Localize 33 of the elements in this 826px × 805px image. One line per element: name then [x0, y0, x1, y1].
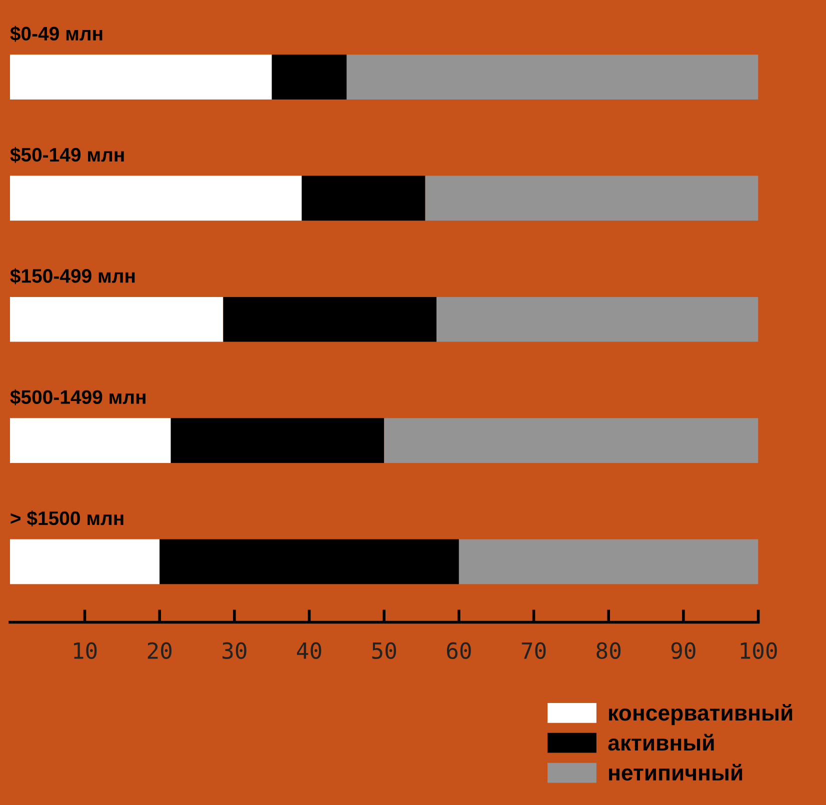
y-tick-label: $150-499 млн: [10, 268, 135, 284]
x-tick-label: 80: [596, 642, 621, 660]
y-tick-label: $50-149 млн: [10, 147, 124, 163]
bar: [436, 296, 758, 342]
y-tick-label: > $1500 млн: [10, 510, 124, 526]
bar: [10, 418, 171, 463]
bar: [10, 176, 302, 221]
y-tick-label: $0-49 млн: [10, 26, 102, 42]
y-tick-label: $500-1499 млн: [10, 389, 146, 406]
bar: [346, 54, 758, 100]
bar: [302, 176, 426, 221]
x-tick-label: 90: [671, 642, 696, 660]
bar: [10, 296, 224, 342]
x-tick-label: 40: [296, 642, 322, 660]
bar: [223, 296, 436, 342]
x-tick-label: 50: [372, 642, 396, 660]
legend-label: активный: [608, 734, 714, 751]
bar: [10, 54, 272, 100]
x-tick-label: 60: [446, 642, 471, 660]
bar: [458, 539, 758, 584]
legend-label: нетипичный: [609, 764, 742, 781]
x-tick-label: 20: [148, 642, 172, 660]
bar: [160, 539, 459, 584]
x-tick-label: 10: [74, 642, 97, 660]
bar: [272, 54, 347, 100]
x-tick-label: 30: [222, 642, 246, 660]
legend-label: консервативный: [609, 704, 792, 726]
x-tick-label: 100: [740, 642, 777, 660]
bar: [384, 418, 758, 463]
bar: [10, 539, 160, 584]
bar: [170, 418, 384, 463]
bar: [425, 176, 758, 221]
x-tick-label: 70: [522, 642, 546, 660]
